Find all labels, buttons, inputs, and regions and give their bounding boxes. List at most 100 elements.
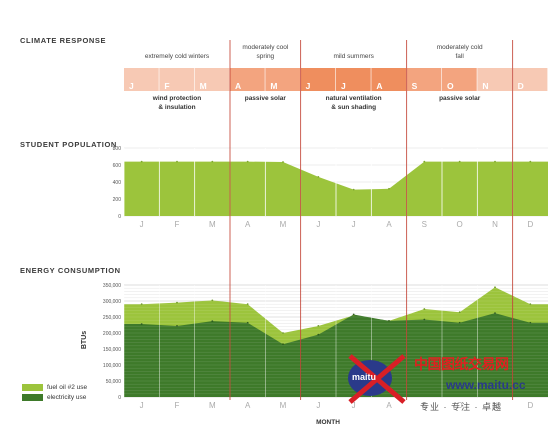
climate-month-cell (477, 68, 513, 91)
season-label: spring (256, 53, 274, 60)
season-label: extremely cold winters (145, 53, 210, 60)
population-title: STUDENT POPULATION (20, 140, 117, 149)
energy-electricity-point (494, 312, 496, 315)
maitu-logo (348, 354, 406, 404)
pop-point (458, 160, 461, 163)
energy-electricity-point (529, 321, 532, 324)
climate-month-cell (124, 68, 159, 91)
climate-month-label: A (376, 81, 382, 91)
energy-electricity-point (458, 321, 461, 324)
climate-title: CLIMATE RESPONSE (20, 36, 107, 45)
climate-month-cell (194, 68, 230, 91)
legend-fuel-label: fuel oil #2 use (47, 384, 88, 392)
pop-point (140, 160, 143, 163)
climate-month-label: M (270, 81, 277, 91)
strategy-label: passive solar (439, 95, 481, 102)
energy-fuel-point (176, 301, 178, 304)
pop-month-label: F (175, 220, 180, 229)
energy-month-label: O (457, 401, 463, 410)
legend-electricity: electricity use (22, 394, 86, 401)
pop-month-label: D (527, 220, 533, 229)
climate-month-label: N (482, 81, 488, 91)
energy-fuel-point (282, 332, 284, 334)
pop-month-label: N (492, 220, 498, 229)
energy-ytick-label: 0 (118, 395, 121, 401)
climate-month-label: F (164, 81, 169, 91)
energy-month-label: M (209, 401, 216, 410)
energy-electricity-point (317, 333, 320, 336)
pop-point (246, 160, 249, 163)
energy-xlabel: MONTH (316, 419, 340, 426)
climate-month-cell (336, 68, 371, 91)
strategy-label: passive solar (245, 95, 287, 102)
legend-electricity-label: electricity use (47, 394, 87, 402)
energy-month-label: J (140, 401, 144, 410)
climate-month-label: A (235, 81, 241, 91)
strategy-label: wind protection (152, 95, 201, 102)
energy-electricity-point (352, 313, 355, 316)
climate-month-label: D (518, 81, 524, 91)
climate-month-cell (371, 68, 407, 91)
pop-point (282, 161, 284, 163)
energy-ytick-label: 200,000 (103, 331, 121, 337)
strategy-label: & sun shading (331, 104, 376, 111)
strategy-label: natural ventilation (326, 95, 382, 102)
pop-ytick-label: 0 (118, 214, 121, 220)
energy-fuel-point (423, 308, 426, 310)
energy-fuel-point (211, 299, 214, 302)
energy-electricity-point (246, 321, 249, 324)
energy-fuel-point (529, 303, 532, 306)
maitu-logo-text: maitu (352, 372, 377, 382)
pop-ytick-label: 600 (113, 163, 122, 169)
pop-point (388, 187, 390, 190)
pop-ytick-label: 200 (113, 197, 122, 203)
pop-month-label: O (457, 220, 463, 229)
energy-electricity-point (388, 319, 390, 322)
energy-electricity-point (423, 318, 426, 321)
energy-ytick-label: 100,000 (103, 363, 121, 369)
climate-month-label: J (306, 81, 311, 91)
season-label: mild summers (333, 53, 374, 60)
climate-month-label: M (200, 81, 207, 91)
legend-fuel-swatch (22, 384, 43, 391)
energy-electricity-point (211, 320, 214, 323)
energy-month-label: D (527, 401, 533, 410)
energy-ytick-label: 250,000 (103, 315, 121, 321)
legend-fuel: fuel oil #2 use (22, 384, 87, 391)
watermark-cn: 中国图纸交易网 (414, 356, 509, 372)
pop-point (211, 160, 214, 163)
pop-month-label: J (316, 220, 320, 229)
pop-month-label: A (386, 220, 392, 229)
climate-month-cell (159, 68, 195, 91)
climate-month-label: O (447, 81, 454, 91)
energy-month-label: M (280, 401, 287, 410)
energy-electricity-point (282, 343, 284, 346)
energy-fuel-point (458, 311, 461, 314)
energy-month-label: A (386, 401, 392, 410)
pop-month-label: S (422, 220, 427, 229)
energy-title: ENERGY CONSUMPTION (20, 266, 121, 275)
pop-ytick-label: 800 (113, 146, 122, 152)
climate-month-label: J (129, 81, 134, 91)
energy-month-label: J (352, 401, 356, 410)
pop-point (423, 160, 426, 163)
energy-ylabel: BTUs (81, 331, 88, 349)
pop-point (494, 160, 496, 163)
energy-month-label: F (175, 401, 180, 410)
pop-point (352, 188, 355, 191)
climate-month-label: J (341, 81, 346, 91)
energy-ytick-label: 150,000 (103, 347, 121, 353)
energy-ytick-label: 350,000 (103, 283, 121, 289)
climate-month-cell (512, 68, 548, 91)
pop-month-label: M (280, 220, 287, 229)
pop-point (317, 176, 320, 178)
season-label: moderately cold (437, 44, 483, 51)
legend-electricity-swatch (22, 394, 43, 401)
strategy-label: & insulation (158, 104, 195, 111)
pop-month-label: J (140, 220, 144, 229)
pop-ytick-label: 400 (113, 180, 122, 186)
season-label: fall (456, 53, 465, 60)
energy-ytick-label: 300,000 (103, 299, 121, 305)
pop-month-label: A (245, 220, 251, 229)
